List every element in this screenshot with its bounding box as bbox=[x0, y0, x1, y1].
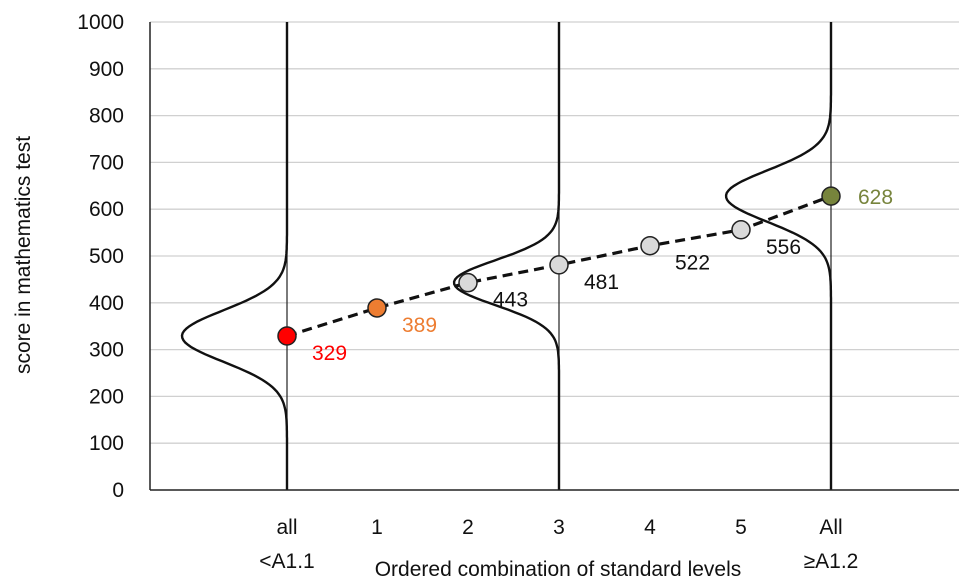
data-point-1 bbox=[367, 298, 387, 318]
x-tick-1-line1: 1 bbox=[371, 516, 383, 539]
x-tick-3-line1: 3 bbox=[553, 516, 565, 539]
data-point-2 bbox=[458, 272, 478, 293]
y-tick-700: 700 bbox=[89, 151, 124, 174]
data-label-2: 443 bbox=[493, 289, 528, 312]
x-tick-4-line1: 4 bbox=[644, 516, 656, 539]
x-tick-0-line2: <A1.1 bbox=[259, 550, 314, 573]
x-tick-6-line1: All bbox=[819, 516, 842, 539]
x-tick-6-line2: ≥A1.2 bbox=[804, 550, 859, 573]
data-point-6 bbox=[821, 186, 841, 206]
x-axis-title: Ordered combination of standard levels bbox=[375, 558, 742, 581]
y-tick-0: 0 bbox=[112, 479, 124, 502]
x-tick-5-line1: 5 bbox=[735, 516, 747, 539]
y-tick-200: 200 bbox=[89, 385, 124, 408]
data-point-3 bbox=[549, 255, 569, 275]
y-tick-600: 600 bbox=[89, 198, 124, 221]
y-axis-title: score in mathematics test bbox=[12, 136, 35, 374]
data-point-5 bbox=[731, 220, 751, 240]
x-tick-0-line1: all bbox=[276, 516, 297, 539]
distribution-curves bbox=[180, 22, 833, 490]
gridlines bbox=[150, 21, 959, 444]
data-label-6: 628 bbox=[858, 186, 893, 209]
data-label-4: 522 bbox=[675, 252, 710, 275]
y-tick-1000: 1000 bbox=[77, 11, 124, 34]
y-tick-500: 500 bbox=[89, 245, 124, 268]
data-label-3: 481 bbox=[584, 271, 619, 294]
y-tick-400: 400 bbox=[89, 292, 124, 315]
data-labels: 329 389 443 481 522 556 628 bbox=[312, 186, 893, 365]
y-tick-300: 300 bbox=[89, 339, 124, 362]
data-point-0 bbox=[277, 326, 297, 346]
y-tick-100: 100 bbox=[89, 432, 124, 455]
data-label-1: 389 bbox=[402, 314, 437, 337]
data-label-0: 329 bbox=[312, 342, 347, 365]
distribution-curve-1 bbox=[452, 22, 561, 490]
distribution-curve-2 bbox=[724, 22, 833, 490]
y-tick-labels: 0 100 200 300 400 500 600 700 800 900 1000 bbox=[77, 11, 124, 502]
distribution-curve-0 bbox=[180, 22, 289, 490]
data-points bbox=[277, 186, 841, 346]
y-tick-900: 900 bbox=[89, 58, 124, 81]
y-tick-800: 800 bbox=[89, 105, 124, 128]
data-label-5: 556 bbox=[766, 236, 801, 259]
x-tick-labels: all <A1.1 1 2 3 4 5 All ≥A1.2 bbox=[259, 516, 858, 573]
x-tick-2-line1: 2 bbox=[462, 516, 474, 539]
data-point-4 bbox=[640, 235, 660, 256]
